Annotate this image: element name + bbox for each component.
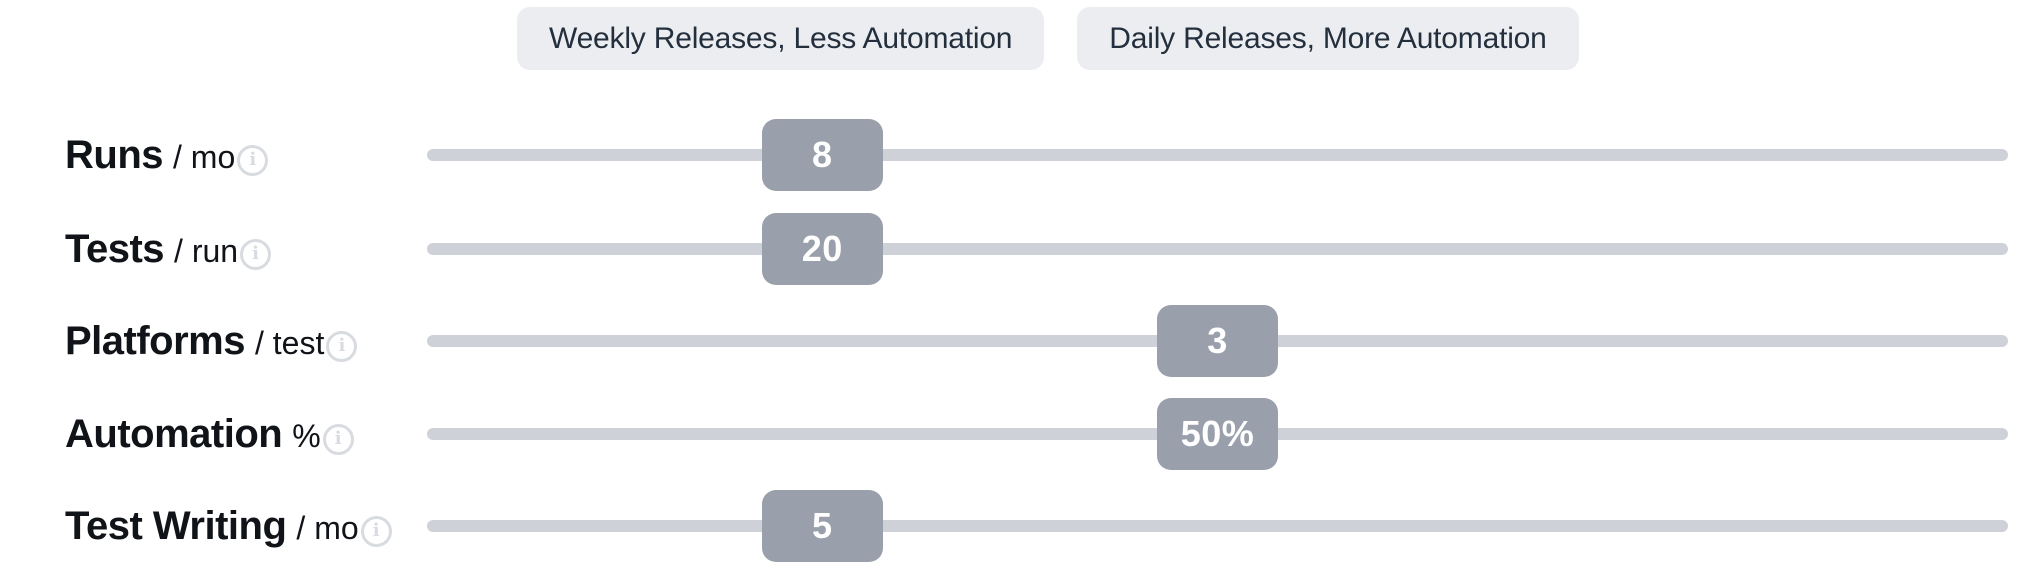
slider-track[interactable]: 8 <box>427 119 2008 191</box>
slider-track[interactable]: 20 <box>427 213 2008 285</box>
slider-row-runs: Runs / mo i 8 <box>0 109 2034 201</box>
slider-value: 3 <box>1207 320 1228 361</box>
slider-unit: / mo <box>173 139 236 175</box>
slider-row-label: Test Writing / mo i <box>65 503 392 549</box>
slider-row-label: Tests / run i <box>65 226 272 272</box>
slider-unit: % <box>292 418 321 454</box>
slider-value: 20 <box>801 228 843 269</box>
slider-value: 8 <box>811 134 833 175</box>
slider-row-tests: Tests / run i 20 <box>0 203 2034 295</box>
slider-unit: / test <box>255 325 325 361</box>
info-icon[interactable]: i <box>322 423 354 455</box>
info-icon[interactable]: i <box>326 330 358 362</box>
slider-value: 50% <box>1180 413 1255 454</box>
slider-handle[interactable]: 50% <box>1157 398 1278 470</box>
slider-name: Tests <box>65 227 165 271</box>
slider-unit: / run <box>174 233 239 269</box>
slider-value: 5 <box>811 505 833 546</box>
preset-daily-releases-button[interactable]: Daily Releases, More Automation <box>1077 7 1579 70</box>
slider-row-platforms: Platforms / test i 3 <box>0 295 2034 387</box>
slider-name: Automation <box>65 412 283 456</box>
slider-row-label: Platforms / test i <box>65 318 358 364</box>
info-icon[interactable]: i <box>237 144 269 176</box>
slider-track[interactable]: 5 <box>427 490 2008 562</box>
preset-buttons: Weekly Releases, Less Automation Daily R… <box>517 7 1579 70</box>
info-icon[interactable]: i <box>240 238 272 270</box>
slider-name: Platforms <box>65 319 246 363</box>
slider-row-automation: Automation % i 50% <box>0 388 2034 480</box>
slider-row-label: Automation % i <box>65 411 354 457</box>
slider-handle[interactable]: 20 <box>761 213 883 285</box>
info-icon[interactable]: i <box>360 515 392 547</box>
slider-name: Runs <box>65 133 164 177</box>
preset-weekly-releases-button[interactable]: Weekly Releases, Less Automation <box>517 7 1045 70</box>
slider-track[interactable]: 50% <box>427 398 2008 470</box>
slider-handle[interactable]: 3 <box>1157 305 1278 377</box>
slider-row-test-writing: Test Writing / mo i 5 <box>0 480 2034 572</box>
slider-track[interactable]: 3 <box>427 305 2008 377</box>
slider-handle[interactable]: 5 <box>761 490 883 562</box>
slider-row-label: Runs / mo i <box>65 132 269 178</box>
slider-unit: / mo <box>296 510 359 546</box>
slider-handle[interactable]: 8 <box>761 119 883 191</box>
slider-name: Test Writing <box>65 504 287 548</box>
